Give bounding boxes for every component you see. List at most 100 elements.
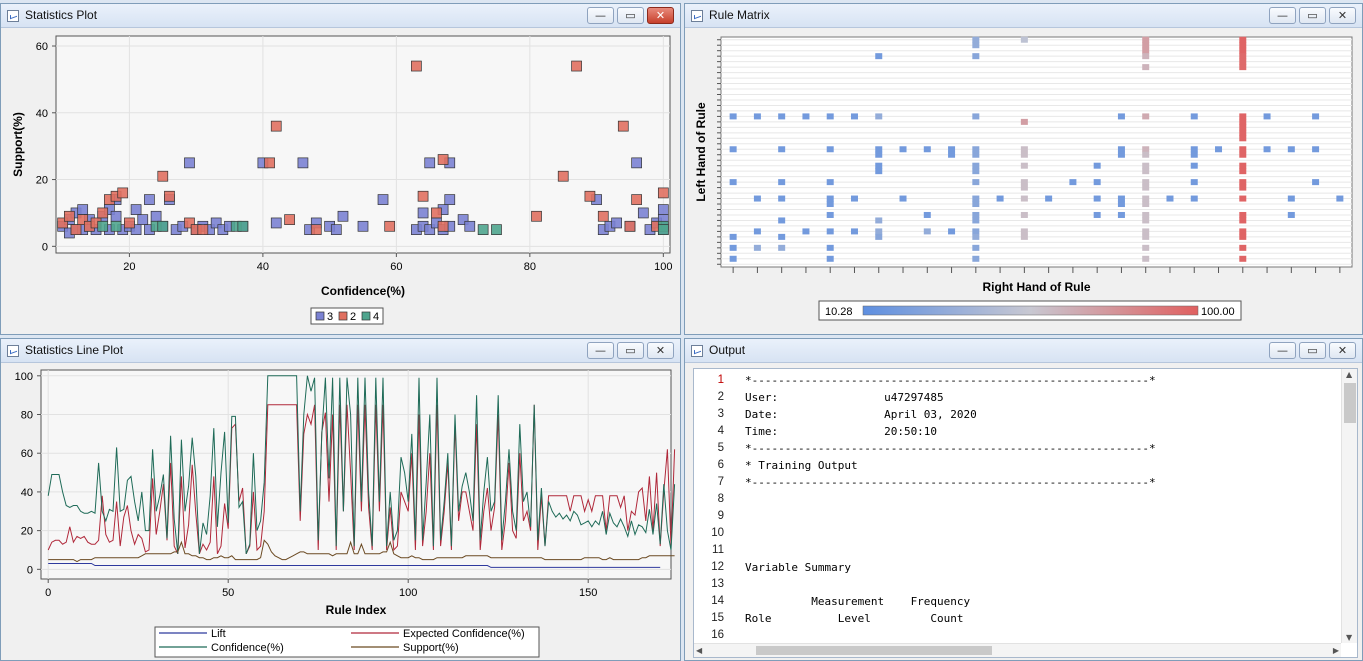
legend-label: Expected Confidence(%) bbox=[403, 628, 525, 640]
data-point-series-3 bbox=[297, 157, 309, 169]
matrix-cell bbox=[850, 228, 858, 235]
data-point-series-2 bbox=[384, 220, 396, 232]
matrix-cell bbox=[875, 151, 883, 158]
minimize-button[interactable]: — bbox=[587, 7, 614, 24]
output-line: 4 Time: 20:50:10 bbox=[694, 423, 1339, 440]
window-title: Statistics Line Plot bbox=[25, 343, 124, 357]
data-point-series-2 bbox=[557, 170, 569, 182]
output-window: Output — ▭ ✕ 1 *-------------------------… bbox=[684, 338, 1363, 661]
x-axis-label: Rule Index bbox=[326, 603, 387, 617]
close-button[interactable]: ✕ bbox=[647, 7, 674, 24]
vertical-scroll-thumb[interactable] bbox=[1344, 383, 1356, 423]
matrix-cell bbox=[972, 195, 980, 202]
line-plot-content: 0 50 100 150 0 20 40 60 80 100 Rule Index Lift Expec… bbox=[1, 364, 680, 660]
y-tick-label: 80 bbox=[21, 410, 33, 422]
data-point-series-3 bbox=[631, 157, 642, 169]
data-point-series-2 bbox=[571, 60, 582, 72]
matrix-cell bbox=[1020, 151, 1028, 158]
minimize-button[interactable]: — bbox=[1269, 7, 1296, 24]
matrix-cell bbox=[850, 195, 858, 202]
data-point-series-2 bbox=[97, 207, 109, 219]
output-text-area[interactable]: 1 *--------------------------------------… bbox=[693, 368, 1358, 660]
x-tick-label: 100 bbox=[399, 587, 417, 599]
matrix-cell bbox=[729, 233, 737, 240]
line-number: 7 bbox=[717, 476, 724, 488]
output-titlebar[interactable]: Output — ▭ ✕ bbox=[685, 339, 1362, 363]
maximize-button[interactable]: ▭ bbox=[617, 342, 644, 359]
series-line-confidence- bbox=[47, 375, 676, 554]
matrix-cell bbox=[1045, 195, 1053, 202]
data-point-series-3 bbox=[110, 210, 122, 222]
line-number: 13 bbox=[711, 578, 724, 590]
matrix-cell bbox=[972, 151, 980, 158]
data-point-series-3 bbox=[184, 157, 195, 169]
close-button[interactable]: ✕ bbox=[647, 342, 674, 359]
data-point-series-3 bbox=[637, 207, 649, 219]
rule-matrix-titlebar[interactable]: Rule Matrix — ▭ ✕ bbox=[685, 4, 1362, 28]
matrix-cell bbox=[729, 179, 737, 186]
data-point-series-2 bbox=[70, 224, 82, 235]
line-number: 9 bbox=[717, 510, 724, 522]
data-point-series-2 bbox=[117, 187, 129, 199]
data-point-series-3 bbox=[150, 210, 162, 222]
scroll-left-icon[interactable]: ◀ bbox=[696, 646, 703, 655]
maximize-button[interactable]: ▭ bbox=[617, 7, 644, 24]
series-line-support- bbox=[48, 539, 675, 563]
line-chart-icon bbox=[7, 345, 19, 357]
horizontal-scrollbar[interactable]: ◀ ▶ bbox=[694, 643, 1341, 657]
legend-label: Confidence(%) bbox=[211, 642, 284, 654]
scroll-up-icon[interactable]: ▲ bbox=[1346, 370, 1353, 379]
x-tick-label: 60 bbox=[390, 261, 402, 273]
data-point-series-3 bbox=[130, 224, 142, 235]
matrix-cell bbox=[923, 146, 931, 153]
matrix-cell bbox=[972, 179, 980, 186]
matrix-cell bbox=[1239, 58, 1247, 65]
line-text: Role Level Count bbox=[745, 612, 964, 625]
matrix-cell bbox=[948, 228, 956, 235]
line-number: 10 bbox=[711, 527, 724, 539]
minimize-button[interactable]: — bbox=[1269, 342, 1296, 359]
matrix-cell bbox=[1093, 195, 1101, 202]
minimize-button[interactable]: — bbox=[587, 342, 614, 359]
legend-label: Lift bbox=[211, 628, 226, 640]
matrix-cell bbox=[996, 195, 1004, 202]
close-button[interactable]: ✕ bbox=[1329, 342, 1356, 359]
line-number: 6 bbox=[717, 459, 724, 471]
y-tick-label: 20 bbox=[21, 526, 33, 538]
maximize-button[interactable]: ▭ bbox=[1299, 7, 1326, 24]
y-tick-label: 60 bbox=[21, 448, 33, 460]
matrix-area bbox=[720, 36, 1353, 268]
matrix-cell bbox=[1020, 233, 1028, 240]
matrix-cell bbox=[875, 228, 883, 235]
matrix-cell bbox=[729, 146, 737, 153]
data-point-series-4 bbox=[657, 224, 669, 235]
matrix-cell bbox=[826, 113, 834, 120]
vertical-scrollbar[interactable]: ▲ ▼ bbox=[1341, 369, 1357, 643]
statistics-plot-titlebar[interactable]: Statistics Plot — ▭ ✕ bbox=[1, 4, 680, 28]
series-line-lift bbox=[48, 563, 661, 568]
matrix-cell bbox=[875, 217, 883, 224]
horizontal-scroll-thumb[interactable] bbox=[756, 646, 992, 655]
rule-matrix-content: Right Hand of Rule Left Hand of Rule 10.28… bbox=[685, 29, 1362, 334]
legend-label: 4 bbox=[373, 311, 379, 323]
output-lines: 1 *--------------------------------------… bbox=[694, 372, 1339, 660]
matrix-cell bbox=[1239, 118, 1247, 125]
scroll-down-icon[interactable]: ▼ bbox=[1346, 633, 1353, 642]
scroll-right-icon[interactable]: ▶ bbox=[1332, 646, 1339, 655]
line-number: 4 bbox=[717, 425, 724, 437]
line-chart: 0 50 100 150 0 20 40 60 80 100 Rule Index Lift Expec… bbox=[15, 369, 676, 658]
line-plot-titlebar[interactable]: Statistics Line Plot — ▭ ✕ bbox=[1, 339, 680, 363]
maximize-button[interactable]: ▭ bbox=[1299, 342, 1326, 359]
matrix-cell bbox=[778, 195, 786, 202]
data-point-series-3 bbox=[457, 214, 469, 225]
y-tick-label: 0 bbox=[27, 564, 33, 576]
data-point-series-2 bbox=[310, 224, 322, 235]
data-point-series-4 bbox=[157, 220, 169, 232]
data-point-series-3 bbox=[464, 220, 476, 232]
data-point-series-2 bbox=[531, 210, 542, 222]
line-number: 12 bbox=[711, 561, 724, 573]
close-button[interactable]: ✕ bbox=[1329, 7, 1356, 24]
matrix-cell bbox=[1239, 168, 1247, 175]
legend-label: Support(%) bbox=[403, 642, 459, 654]
matrix-cell bbox=[875, 168, 883, 175]
